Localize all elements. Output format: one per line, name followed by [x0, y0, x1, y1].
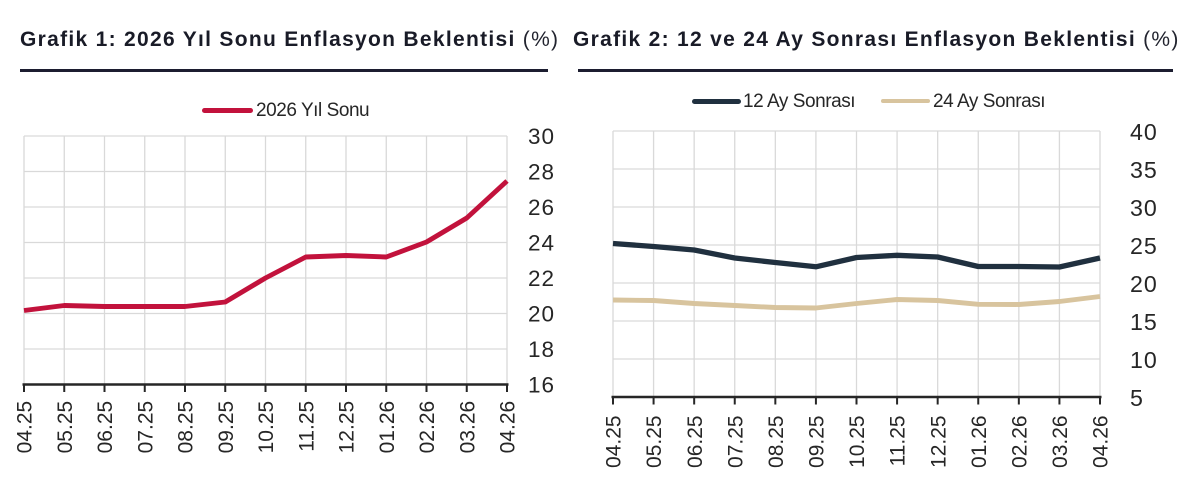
svg-text:30: 30	[528, 124, 555, 149]
svg-text:10.25: 10.25	[255, 401, 278, 454]
svg-text:20: 20	[528, 302, 555, 327]
svg-text:12.25: 12.25	[927, 415, 950, 468]
svg-text:11.25: 11.25	[887, 415, 910, 466]
svg-text:10: 10	[1130, 347, 1158, 373]
svg-text:18: 18	[528, 337, 555, 362]
svg-text:24: 24	[528, 231, 555, 256]
svg-text:05.25: 05.25	[643, 415, 666, 468]
svg-text:10.25: 10.25	[846, 415, 869, 468]
svg-text:08.25: 08.25	[765, 415, 788, 468]
svg-text:04.25: 04.25	[603, 415, 626, 468]
svg-text:11.25: 11.25	[295, 401, 318, 452]
svg-text:01.26: 01.26	[968, 415, 991, 468]
svg-text:5: 5	[1130, 385, 1144, 411]
svg-text:20: 20	[1130, 271, 1158, 297]
svg-text:02.26: 02.26	[1008, 415, 1031, 468]
svg-text:06.25: 06.25	[684, 415, 707, 468]
svg-text:35: 35	[1130, 157, 1158, 183]
svg-text:04.26: 04.26	[497, 401, 520, 454]
svg-text:06.25: 06.25	[94, 401, 117, 454]
svg-text:12.25: 12.25	[336, 401, 359, 454]
svg-text:05.25: 05.25	[54, 401, 77, 454]
svg-text:09.25: 09.25	[215, 401, 238, 454]
svg-text:25: 25	[1130, 233, 1158, 259]
svg-text:07.25: 07.25	[134, 401, 157, 454]
svg-text:04.25: 04.25	[14, 401, 37, 454]
svg-text:26: 26	[528, 195, 555, 220]
svg-text:01.26: 01.26	[376, 401, 399, 454]
svg-text:04.26: 04.26	[1090, 415, 1113, 468]
svg-text:09.25: 09.25	[806, 415, 829, 468]
svg-text:16: 16	[528, 373, 555, 398]
svg-text:03.26: 03.26	[456, 401, 479, 454]
svg-text:15: 15	[1130, 309, 1158, 335]
svg-text:22: 22	[528, 266, 555, 291]
svg-text:08.25: 08.25	[175, 401, 198, 454]
svg-text:30: 30	[1130, 195, 1158, 221]
svg-text:40: 40	[1130, 119, 1158, 145]
svg-text:03.26: 03.26	[1049, 415, 1072, 468]
svg-text:07.25: 07.25	[724, 415, 747, 468]
svg-text:28: 28	[528, 160, 555, 185]
svg-text:02.26: 02.26	[416, 401, 439, 454]
